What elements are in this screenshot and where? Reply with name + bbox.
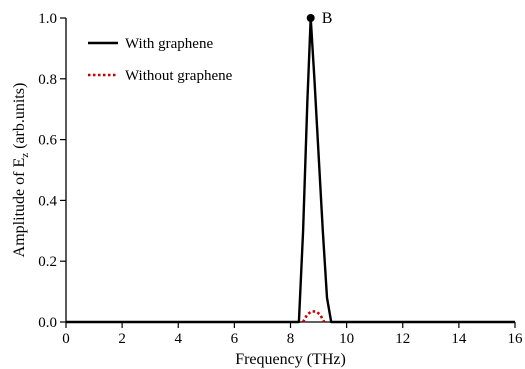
annotation-point (306, 14, 315, 22)
y-tick-label: 0.6 (38, 133, 57, 149)
y-axis-title-units: (arb.units) (11, 83, 28, 153)
x-tick-label: 0 (62, 331, 70, 347)
y-tick-label: 0.8 (38, 72, 57, 88)
y-tick-label: 0.0 (38, 315, 57, 331)
annotation-label: B (322, 10, 333, 27)
x-tick-label: 10 (339, 331, 354, 347)
y-tick-label: 0.2 (38, 254, 57, 270)
x-tick-label: 16 (508, 331, 524, 347)
x-tick-label: 12 (395, 331, 410, 347)
x-tick-label: 8 (287, 331, 295, 347)
y-tick-label: 1.0 (38, 11, 57, 27)
legend-label: Without graphene (125, 68, 233, 84)
x-tick-label: 6 (231, 331, 239, 347)
y-axis-title-main: Amplitude of E (11, 158, 28, 258)
y-axis-title: Amplitude of Ez (arb.units) (11, 83, 31, 258)
x-tick-label: 14 (451, 331, 467, 347)
x-axis-title: Frequency (THz) (235, 351, 346, 368)
x-tick-label: 4 (175, 331, 183, 347)
series-line-without-graphene (301, 310, 326, 323)
series-line-with-graphene (66, 16, 515, 324)
x-tick-label: 2 (118, 331, 126, 347)
y-axis-title-subscript: z (19, 153, 31, 158)
legend-label: With graphene (125, 36, 213, 52)
y-tick-label: 0.4 (38, 193, 57, 209)
